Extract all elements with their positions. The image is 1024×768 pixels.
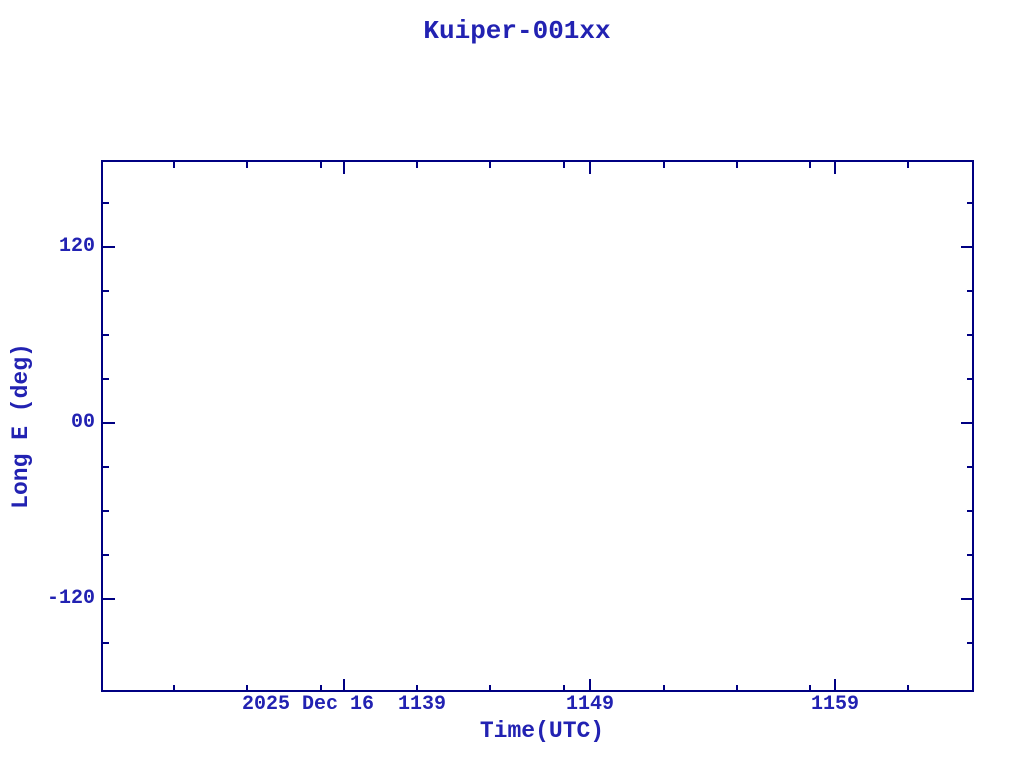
y-tick-label: 00 [70, 411, 95, 434]
y-minor-tick [103, 554, 109, 556]
x-minor-tick [320, 685, 322, 691]
y-minor-tick [967, 554, 973, 556]
x-minor-tick [416, 685, 418, 691]
y-minor-tick [103, 466, 109, 468]
x-minor-tick [489, 685, 491, 691]
x-minor-tick [563, 162, 565, 168]
y-minor-tick [103, 642, 109, 644]
y-minor-tick [103, 510, 109, 512]
x-tick-label: 2025 Dec 16 1139 [241, 693, 447, 716]
x-minor-tick [809, 162, 811, 168]
y-minor-tick [967, 334, 973, 336]
x-minor-tick [173, 162, 175, 168]
x-major-tick [343, 679, 345, 691]
x-minor-tick [663, 685, 665, 691]
x-minor-tick [736, 685, 738, 691]
y-tick-label: 120 [58, 235, 95, 258]
x-minor-tick [907, 685, 909, 691]
x-major-tick [834, 679, 836, 691]
x-major-tick [589, 679, 591, 691]
y-tick-label: -120 [46, 587, 95, 610]
x-minor-tick [246, 685, 248, 691]
chart-title: Kuiper-001xx [423, 16, 611, 46]
x-tick-label: 1149 [565, 693, 615, 716]
x-major-tick [834, 162, 836, 174]
x-minor-tick [416, 162, 418, 168]
y-minor-tick [103, 378, 109, 380]
y-minor-tick [967, 290, 973, 292]
y-major-tick [961, 422, 973, 424]
x-major-tick [589, 162, 591, 174]
x-major-tick [343, 162, 345, 174]
y-minor-tick [103, 290, 109, 292]
y-minor-tick [967, 510, 973, 512]
y-major-tick [103, 598, 115, 600]
x-minor-tick [246, 162, 248, 168]
x-minor-tick [736, 162, 738, 168]
x-minor-tick [563, 685, 565, 691]
y-minor-tick [967, 642, 973, 644]
plot-area [101, 160, 974, 692]
y-major-tick [961, 598, 973, 600]
y-minor-tick [103, 334, 109, 336]
y-major-tick [103, 422, 115, 424]
y-minor-tick [967, 202, 973, 204]
y-axis-title: Long E (deg) [8, 343, 34, 509]
y-major-tick [103, 246, 115, 248]
x-axis-title: Time(UTC) [479, 718, 605, 744]
y-minor-tick [103, 202, 109, 204]
x-minor-tick [489, 162, 491, 168]
y-minor-tick [967, 466, 973, 468]
x-minor-tick [173, 685, 175, 691]
x-tick-label: 1159 [810, 693, 860, 716]
x-minor-tick [809, 685, 811, 691]
x-minor-tick [320, 162, 322, 168]
x-minor-tick [663, 162, 665, 168]
y-minor-tick [967, 378, 973, 380]
x-minor-tick [907, 162, 909, 168]
y-major-tick [961, 246, 973, 248]
